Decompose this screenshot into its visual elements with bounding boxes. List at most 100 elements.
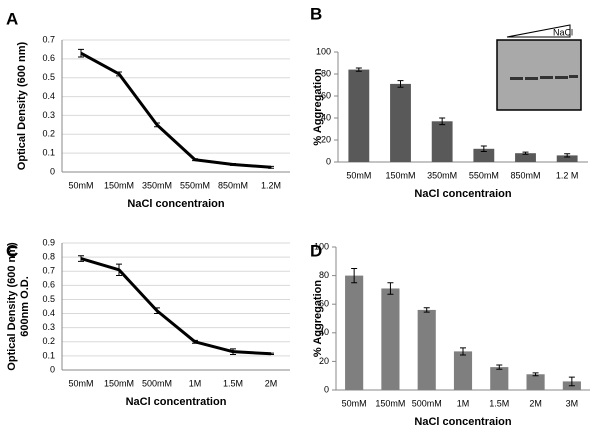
y-axis-title: Optical Density (600 nm) [6,242,18,371]
error-bar [192,158,198,162]
x-tick-label: 2M [529,398,542,408]
error-bar [192,339,198,344]
error-bar [230,348,236,355]
x-tick-label: 1M [457,398,470,408]
bar [490,367,509,390]
y-tick-label: 0.3 [42,322,55,332]
bar [431,121,453,162]
bar [381,288,400,390]
x-tick-label: 350mM [427,170,457,180]
y-tick-label: 0.3 [42,110,55,120]
x-tick-label: 50mM [346,170,371,180]
panel-letter: D [310,241,322,260]
x-tick-label: 3M [566,398,579,408]
y-tick-label: 0.2 [42,129,55,139]
inset-label: NaCl [553,27,573,37]
error-bar [532,372,539,377]
x-tick-label: 850mM [510,170,540,180]
x-tick-label: 500mM [142,378,172,388]
gel-inset: NaCl [496,24,582,111]
error-bar [387,282,394,295]
error-bar [568,376,575,387]
error-bar [439,117,446,126]
bar [515,153,536,162]
x-tick-label: 50mM [68,180,93,190]
error-bar [116,71,122,77]
x-tick-label: 1.5M [489,398,509,408]
y-tick-label: 0.1 [42,148,55,158]
error-bar [564,153,571,158]
y-tick-label: 40 [319,327,329,337]
x-tick-label: 150mM [104,180,134,190]
x-axis-title: NaCl concentraion [414,188,511,200]
x-tick-label: 1.2M [261,180,281,190]
y-tick-label: 0.5 [42,294,55,304]
x-tick-label: 150mM [104,378,134,388]
x-tick-label: 550mM [469,170,499,180]
y-tick-label: 0.7 [42,266,55,276]
panel-letter: C [6,241,18,260]
y-axis-title: Optical Density (600 nm) [16,41,28,170]
gel-band [540,76,553,79]
y-axis-title: % Aggregation [312,280,324,357]
bar [453,351,473,390]
error-bar [397,80,404,88]
y-tick-label: 0.2 [42,336,55,346]
y-tick-label: 0.5 [42,72,55,82]
error-bar [423,307,430,313]
y-tick-label: 80 [319,270,329,280]
y-axis-title: % Aggregation [312,68,324,145]
error-bar [78,48,84,58]
bar [473,148,495,162]
x-tick-label: 2M [265,378,278,388]
line [80,257,272,356]
gel-band [525,77,538,80]
gradient-wedge [506,24,571,38]
y-tick-label: 0.9 [42,237,55,247]
y-tick-label: 60 [319,299,329,309]
y-tick-label: 20 [319,356,329,366]
y-tick-label: 0 [326,156,331,166]
gel-band [510,77,523,80]
y-tick-label: 0.1 [42,350,55,360]
x-tick-label: 150mM [385,170,415,180]
y-tick-label: 0 [324,384,329,394]
y-tick-label: 0.4 [42,308,55,318]
bar [348,69,370,162]
gel-band [555,76,568,79]
y-axis-title: 600nm O.D. [19,276,31,337]
panel-letter: B [310,4,322,23]
y-tick-label: 0 [50,166,55,176]
y-tick-label: 0.7 [42,34,55,44]
bar [556,155,578,162]
x-axis-title: NaCl concentration [126,396,227,408]
error-bar [154,307,160,315]
error-bar [480,145,487,153]
x-axis-title: NaCl concentraion [414,416,511,428]
x-tick-label: 850mM [218,180,248,190]
x-tick-label: 550mM [180,180,210,190]
line [80,51,272,169]
error-bar [268,352,274,355]
x-tick-label: 150mM [375,398,405,408]
error-bar [460,347,466,356]
x-tick-label: 1.5M [223,378,243,388]
x-tick-label: 1.2 M [556,170,579,180]
y-tick-label: 40 [321,112,331,122]
error-bar [355,67,362,72]
y-tick-label: 100 [314,241,329,251]
gel-band [569,75,578,78]
bar [526,374,545,390]
error-bar [351,267,358,284]
x-tick-label: 500mM [412,398,442,408]
error-bar [116,263,122,276]
error-bar [496,364,503,370]
y-tick-label: 0.4 [42,91,55,101]
y-tick-label: 0.8 [42,251,55,261]
y-tick-label: 0.6 [42,280,55,290]
bar [417,309,436,390]
y-tick-label: 80 [321,68,331,78]
panel-letter: A [6,9,18,28]
error-bar [154,122,160,128]
